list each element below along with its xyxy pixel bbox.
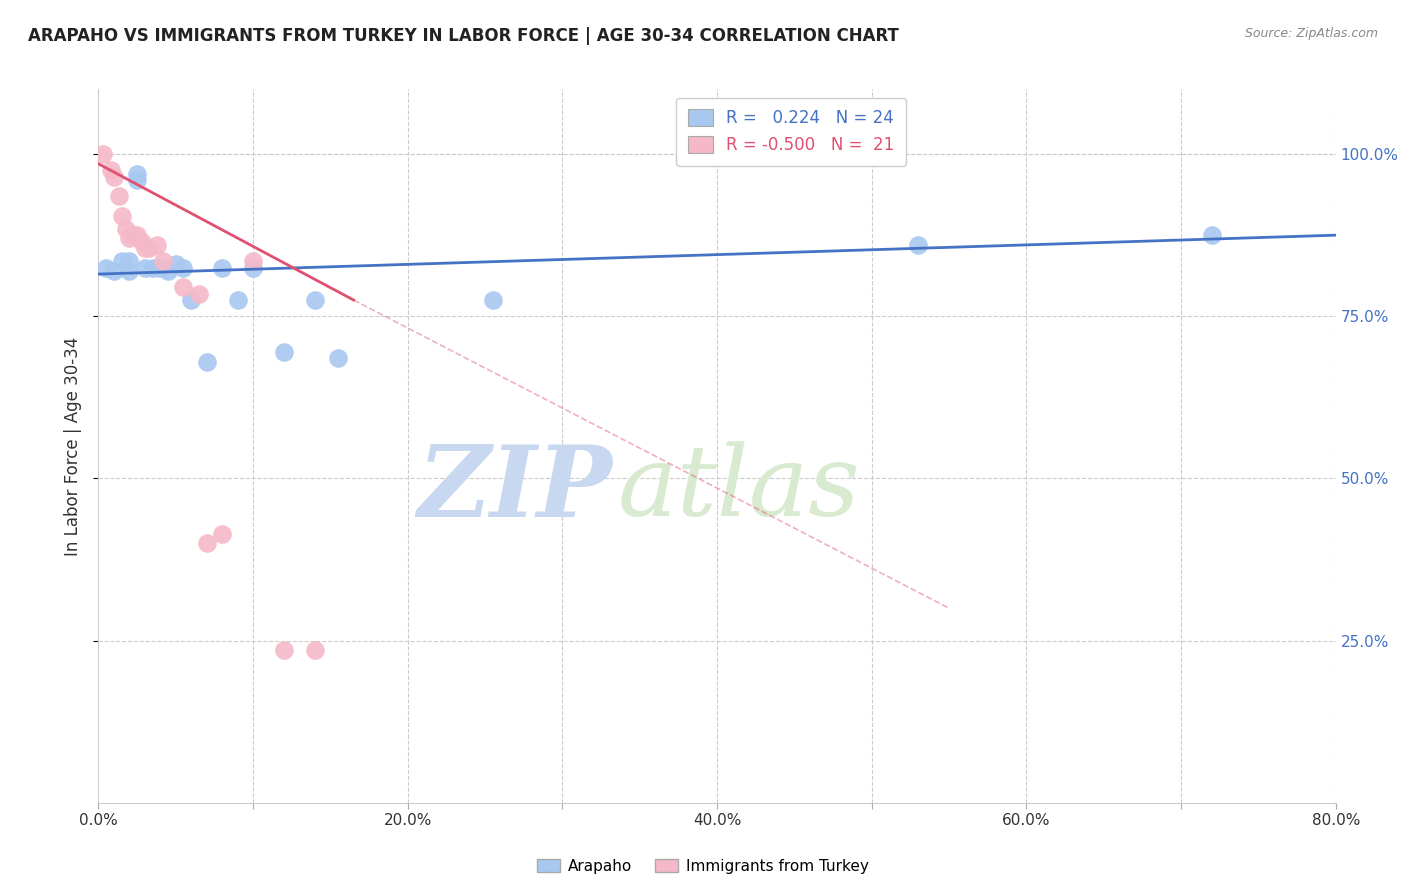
Point <box>100 163 122 178</box>
Point <box>118 231 141 245</box>
Legend: Arapaho, Immigrants from Turkey: Arapaho, Immigrants from Turkey <box>531 853 875 880</box>
Point <box>142 260 165 275</box>
Point <box>107 189 129 203</box>
Point <box>115 221 138 235</box>
Point <box>127 228 149 243</box>
Point <box>138 241 160 255</box>
Point <box>907 238 929 252</box>
Text: ARAPAHO VS IMMIGRANTS FROM TURKEY IN LABOR FORCE | AGE 30-34 CORRELATION CHART: ARAPAHO VS IMMIGRANTS FROM TURKEY IN LAB… <box>28 27 898 45</box>
Point <box>118 254 141 268</box>
Point <box>188 286 211 301</box>
Point <box>127 167 149 181</box>
Point <box>121 228 143 243</box>
Point <box>131 235 153 249</box>
Point <box>152 254 174 268</box>
Point <box>195 536 218 550</box>
Point <box>173 260 195 275</box>
Point <box>127 173 149 187</box>
Point <box>1201 228 1223 243</box>
Point <box>211 260 233 275</box>
Point <box>111 209 134 223</box>
Y-axis label: In Labor Force | Age 30-34: In Labor Force | Age 30-34 <box>65 336 83 556</box>
Point <box>173 280 195 294</box>
Point <box>103 264 125 278</box>
Point <box>103 169 125 184</box>
Point <box>134 241 156 255</box>
Point <box>226 293 249 307</box>
Point <box>146 238 169 252</box>
Point <box>273 345 295 359</box>
Point <box>111 254 134 268</box>
Point <box>304 643 326 657</box>
Text: ZIP: ZIP <box>418 441 612 537</box>
Point <box>118 264 141 278</box>
Point <box>195 354 218 368</box>
Text: Source: ZipAtlas.com: Source: ZipAtlas.com <box>1244 27 1378 40</box>
Text: atlas: atlas <box>619 442 860 536</box>
Point <box>211 526 233 541</box>
Point <box>134 260 156 275</box>
Point <box>481 293 505 307</box>
Point <box>91 147 114 161</box>
Point <box>273 643 295 657</box>
Point <box>326 351 350 366</box>
Point <box>157 264 180 278</box>
Point <box>242 254 264 268</box>
Point <box>165 257 187 271</box>
Point <box>96 260 118 275</box>
Point <box>149 260 172 275</box>
Point <box>180 293 202 307</box>
Point <box>242 260 264 275</box>
Point <box>304 293 326 307</box>
Legend: R =   0.224   N = 24, R = -0.500   N =  21: R = 0.224 N = 24, R = -0.500 N = 21 <box>676 97 907 166</box>
